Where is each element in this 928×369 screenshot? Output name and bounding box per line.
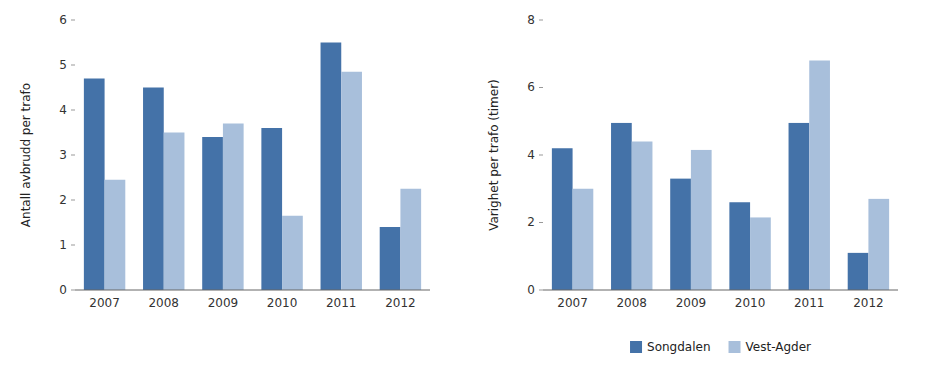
bar bbox=[632, 142, 653, 291]
bar bbox=[223, 124, 244, 291]
bar bbox=[573, 189, 594, 290]
bar bbox=[341, 72, 362, 290]
x-tick-label: 2007 bbox=[557, 296, 588, 310]
x-tick-label: 2009 bbox=[676, 296, 707, 310]
x-tick-label: 2011 bbox=[794, 296, 825, 310]
bar bbox=[691, 150, 712, 290]
y-tick-label: 8 bbox=[527, 13, 535, 27]
y-tick bbox=[71, 20, 75, 21]
x-tick-label: 2008 bbox=[616, 296, 647, 310]
y-tick bbox=[71, 65, 75, 66]
bar bbox=[380, 227, 401, 290]
legend-swatch bbox=[630, 341, 642, 353]
y-tick bbox=[539, 87, 543, 88]
y-tick-label: 2 bbox=[59, 193, 67, 207]
x-tick-label: 2010 bbox=[735, 296, 766, 310]
legend-label: Songdalen bbox=[647, 340, 710, 354]
y-axis-label: Varighet per trafo (timer) bbox=[487, 79, 501, 231]
y-tick bbox=[71, 110, 75, 111]
x-axis-line bbox=[75, 290, 430, 291]
bars bbox=[552, 61, 889, 291]
bar bbox=[729, 202, 750, 290]
y-tick-label: 1 bbox=[59, 238, 67, 252]
y-tick bbox=[71, 245, 75, 246]
chart-panel: 0 2 4 6 8 Varighet per trafo (timer) 2007 2008 2… bbox=[487, 13, 898, 311]
y-tick bbox=[539, 155, 543, 156]
y-tick-label: 4 bbox=[527, 148, 535, 162]
bar bbox=[809, 61, 830, 291]
y-tick bbox=[539, 290, 543, 291]
x-tick-label: 2008 bbox=[148, 296, 179, 310]
y-tick-label: 0 bbox=[527, 283, 535, 297]
y-tick-label: 6 bbox=[59, 13, 67, 27]
bar bbox=[400, 189, 421, 290]
y-tick-label: 5 bbox=[59, 58, 67, 72]
bar bbox=[282, 216, 303, 290]
x-axis-line bbox=[543, 290, 898, 291]
bar-series bbox=[105, 72, 422, 290]
bar bbox=[321, 43, 342, 291]
chart-panel: 0 1 2 3 4 5 6 Antall avbrudd per trafo 2007 2008 2… bbox=[19, 13, 430, 311]
y-tick bbox=[71, 290, 75, 291]
bar bbox=[105, 180, 126, 290]
bar bbox=[611, 123, 632, 290]
y-tick bbox=[539, 222, 543, 223]
y-tick bbox=[71, 200, 75, 201]
y-tick-label: 3 bbox=[59, 148, 67, 162]
bar bbox=[164, 133, 185, 291]
y-tick bbox=[539, 20, 543, 21]
bar-series bbox=[573, 61, 890, 291]
bar bbox=[261, 128, 282, 290]
chart-canvas: 0 1 2 3 4 5 6 Antall avbrudd per trafo 2007 2008 2… bbox=[0, 0, 928, 369]
bars bbox=[84, 43, 421, 291]
y-tick-label: 0 bbox=[59, 283, 67, 297]
x-tick-label: 2011 bbox=[326, 296, 357, 310]
y-tick bbox=[71, 155, 75, 156]
bar bbox=[868, 199, 889, 290]
y-axis-label: Antall avbrudd per trafo bbox=[19, 83, 33, 227]
y-tick-label: 4 bbox=[59, 103, 67, 117]
bar bbox=[750, 217, 771, 290]
bar bbox=[202, 137, 223, 290]
bar bbox=[143, 88, 164, 291]
x-tick-label: 2009 bbox=[208, 296, 239, 310]
legend-swatch bbox=[729, 341, 741, 353]
x-tick-label: 2012 bbox=[385, 296, 416, 310]
bar bbox=[789, 123, 810, 290]
y-tick-label: 2 bbox=[527, 215, 535, 229]
x-tick-label: 2012 bbox=[853, 296, 884, 310]
bar bbox=[848, 253, 869, 290]
x-tick-label: 2010 bbox=[267, 296, 298, 310]
bar bbox=[84, 79, 105, 291]
x-tick-label: 2007 bbox=[89, 296, 120, 310]
legend: Songdalen Vest-Agder bbox=[630, 340, 811, 354]
bar bbox=[552, 148, 573, 290]
bar-series bbox=[84, 43, 401, 291]
bar bbox=[670, 179, 691, 290]
legend-label: Vest-Agder bbox=[746, 340, 812, 354]
y-tick-label: 6 bbox=[527, 80, 535, 94]
